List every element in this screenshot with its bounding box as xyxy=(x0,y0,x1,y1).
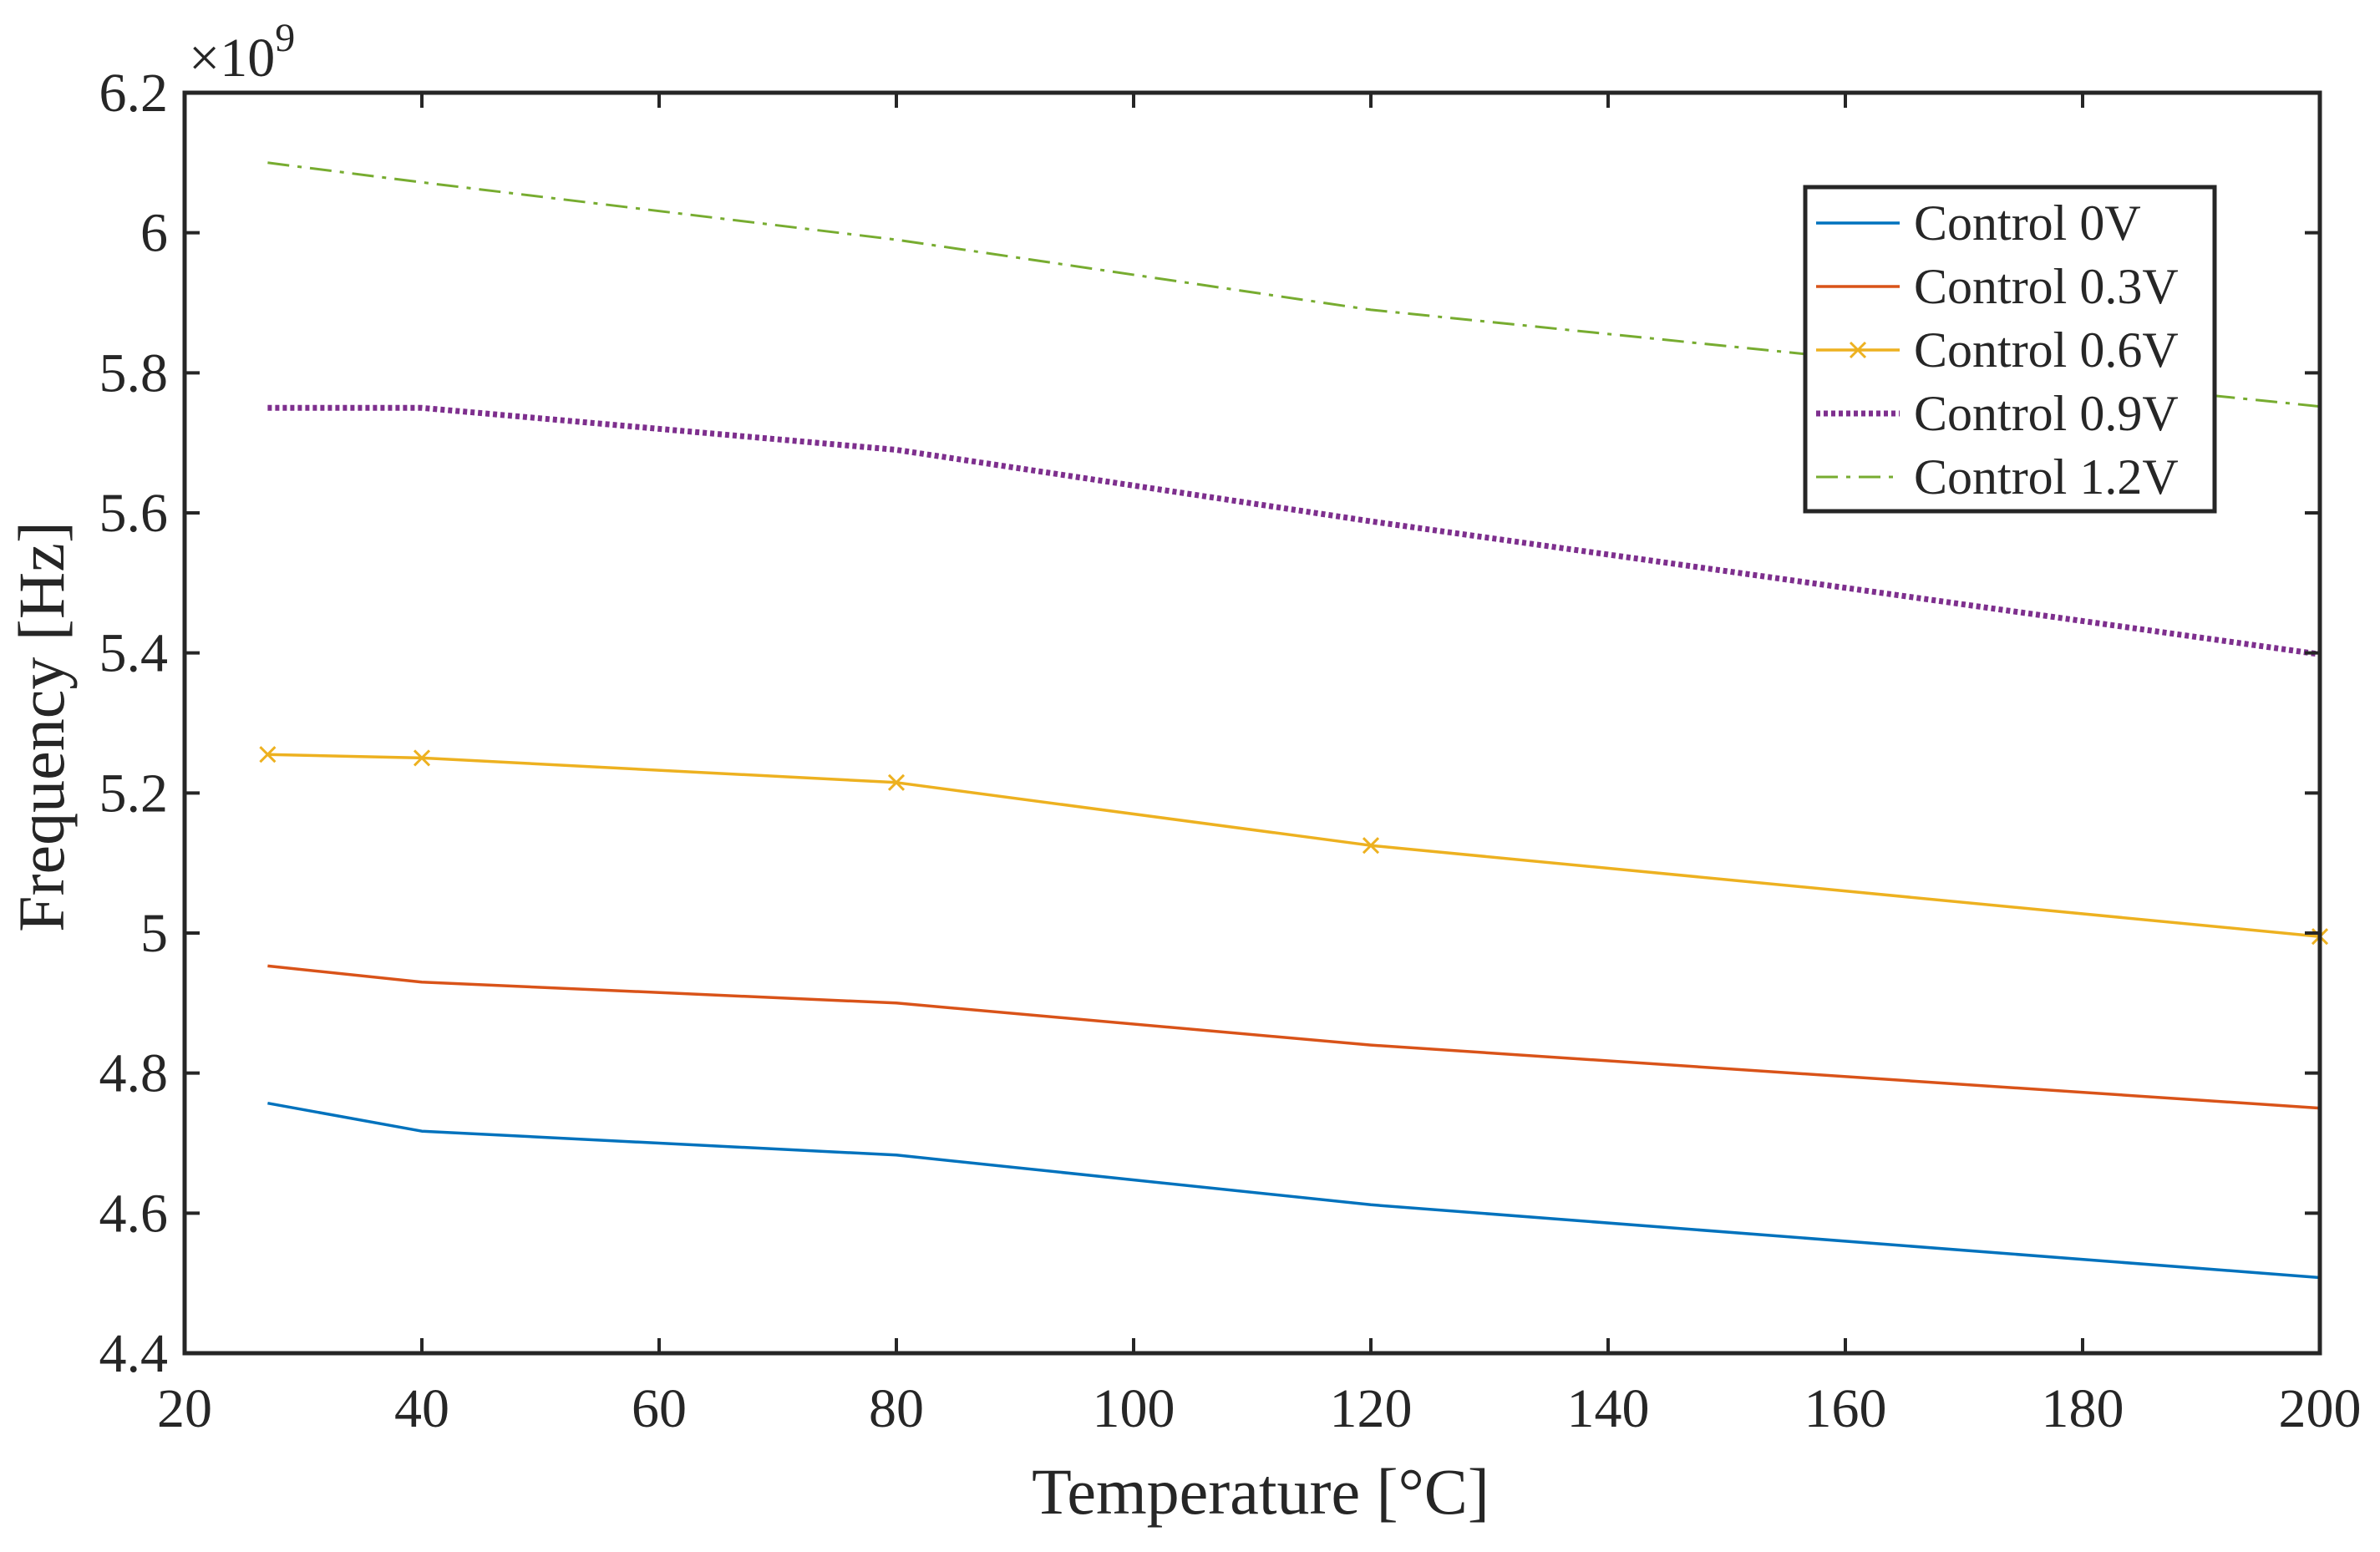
y-tick-label: 5.2 xyxy=(99,763,169,824)
data-point xyxy=(887,773,906,791)
data-point-stroke xyxy=(1362,837,1380,855)
x-tick-label: 40 xyxy=(394,1378,449,1439)
legend-marker xyxy=(1849,341,1867,359)
series-0 xyxy=(267,1101,2321,1280)
y-tick-label: 6.2 xyxy=(99,63,169,124)
plot-area xyxy=(259,161,2329,1280)
legend-item: Control 0.6V xyxy=(1816,322,2179,378)
series-2 xyxy=(259,746,2329,946)
legend-label: Control 0.9V xyxy=(1914,386,2179,441)
legend-label: Control 1.2V xyxy=(1914,449,2179,505)
x-tick-label: 200 xyxy=(2279,1378,2362,1439)
data-point xyxy=(259,746,277,763)
x-tick-label: 80 xyxy=(869,1378,924,1439)
plot-frame xyxy=(182,90,2322,1356)
series-4 xyxy=(267,161,2321,408)
legend-item: Control 0V xyxy=(1816,195,2141,251)
y-tick-label: 4.8 xyxy=(99,1043,169,1104)
legend-item: Control 0.3V xyxy=(1816,259,2179,314)
series-line xyxy=(267,404,2321,657)
legend-item: Control 1.2V xyxy=(1816,449,2179,505)
y-exponent-label: ×109 xyxy=(189,16,295,89)
x-tick-label: 100 xyxy=(1093,1378,1175,1439)
legend: Control 0V Control 0.3V Control 0.6V Contro… xyxy=(1803,185,2217,514)
legend-label: Control 0.3V xyxy=(1914,259,2179,314)
series-1 xyxy=(267,964,2321,1110)
y-tick-label: 6 xyxy=(140,203,168,264)
x-tick-label: 180 xyxy=(2042,1378,2124,1439)
x-axis-title: Temperature [°C] xyxy=(1032,1455,1489,1528)
axis-labels: 20 40 60 80 100 120 140 160 180 200 4.4 4.6 4.8 5 5.2 5… xyxy=(99,63,2362,1439)
legend-label: Control 0.6V xyxy=(1914,322,2179,378)
x-tick-label: 160 xyxy=(1804,1378,1887,1439)
data-point-stroke xyxy=(887,773,906,791)
y-tick-label: 4.6 xyxy=(99,1183,169,1244)
y-tick-label: 4.4 xyxy=(99,1323,169,1384)
data-point xyxy=(1362,837,1380,855)
data-point xyxy=(413,749,431,767)
x-tick-label: 120 xyxy=(1330,1378,1413,1439)
data-point-stroke xyxy=(413,749,431,767)
y-exponent-base: ×10 xyxy=(189,28,275,89)
series-3 xyxy=(267,404,2321,657)
series-line xyxy=(267,964,2321,1110)
legend-label: Control 0V xyxy=(1914,195,2141,251)
axis-ticks xyxy=(182,90,2322,1356)
series-line xyxy=(267,1101,2321,1280)
legend-item: Control 0.9V xyxy=(1816,386,2179,441)
x-tick-label: 20 xyxy=(157,1378,212,1439)
x-tick-label: 140 xyxy=(1567,1378,1650,1439)
data-point-stroke xyxy=(259,746,277,763)
y-axis-title: Frequency [Hz] xyxy=(5,521,78,932)
y-tick-label: 5 xyxy=(140,903,168,964)
x-tick-label: 60 xyxy=(632,1378,687,1439)
y-tick-label: 5.8 xyxy=(99,342,169,403)
series-line xyxy=(267,161,2321,408)
y-tick-label: 5.6 xyxy=(99,483,169,544)
y-exponent-power: 9 xyxy=(275,16,295,60)
y-tick-label: 5.4 xyxy=(99,623,169,684)
